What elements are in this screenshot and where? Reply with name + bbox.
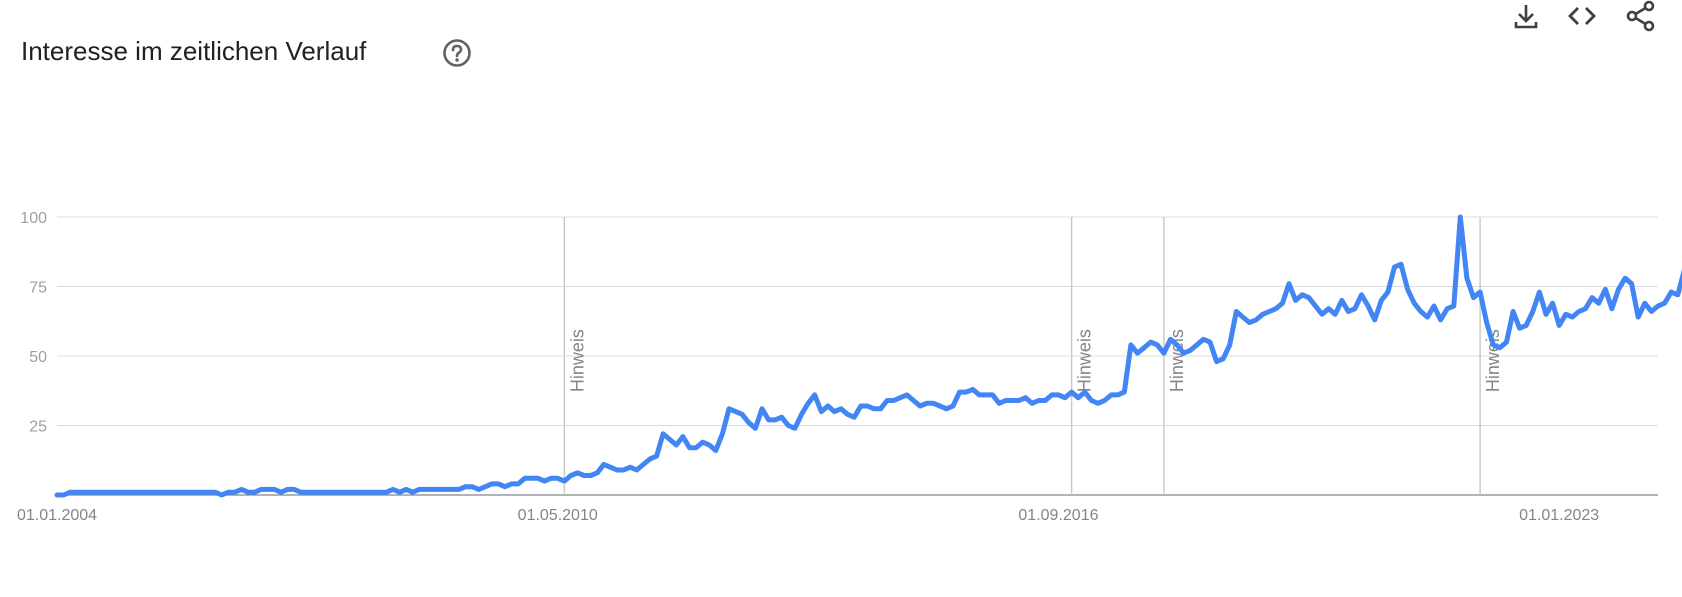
embed-code-icon[interactable]: [1566, 0, 1598, 32]
annotation-label: Hinweis: [1167, 329, 1187, 392]
x-tick-label: 01.09.2016: [1018, 507, 1098, 524]
y-tick-label: 75: [29, 280, 47, 297]
line-chart: 25 50 75 100 01.01.2004 01.05.2010 01.09.2016 0…: [0, 140, 1682, 540]
share-icon[interactable]: [1625, 0, 1657, 32]
y-tick-label: 100: [20, 210, 47, 227]
annotation-label: Hinweis: [567, 329, 587, 392]
chart-svg: 25 50 75 100 01.01.2004 01.05.2010 01.09.2016 0…: [17, 210, 1682, 524]
series-line: [54, 214, 1682, 498]
y-tick-label: 25: [29, 419, 47, 436]
y-tick-label: 50: [29, 349, 47, 366]
help-circle-icon[interactable]: [442, 38, 472, 68]
x-tick-label: 01.01.2004: [17, 507, 97, 524]
chart-header: Interesse im zeitlichen Verlauf: [0, 0, 1682, 110]
chart-title: Interesse im zeitlichen Verlauf: [21, 36, 367, 66]
x-tick-label: 01.01.2023: [1519, 507, 1599, 524]
x-tick-label: 01.05.2010: [518, 507, 598, 524]
download-icon[interactable]: [1510, 0, 1542, 32]
annotation-label: Hinweis: [1075, 329, 1095, 392]
